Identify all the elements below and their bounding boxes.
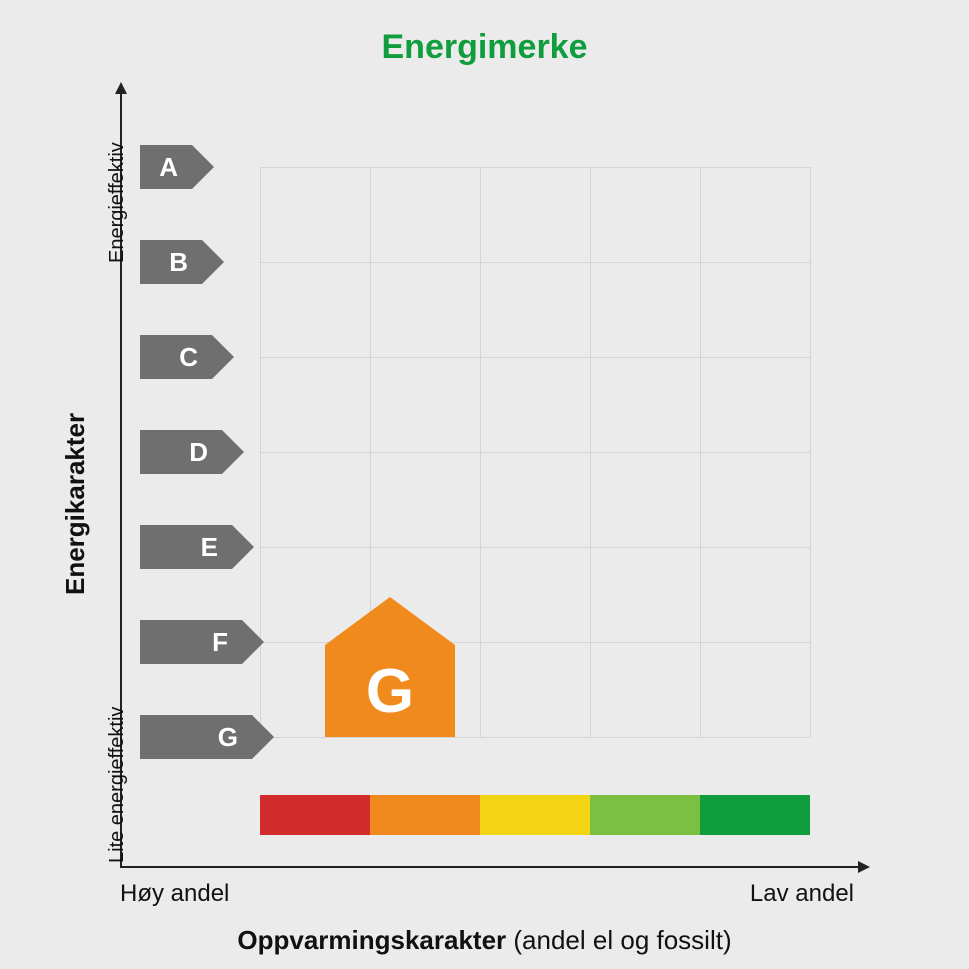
chart-title: Energimerke	[0, 28, 969, 67]
grid-vline	[810, 167, 811, 737]
grade-tag-g: G	[140, 715, 252, 759]
house-roof-icon	[325, 597, 455, 645]
scale-segment-2	[480, 795, 590, 835]
grade-tag-d: D	[140, 430, 222, 474]
grade-tag-b: B	[140, 240, 202, 284]
x-axis-main-rest: (andel el og fossilt)	[506, 925, 731, 955]
x-axis-arrow-icon	[858, 861, 870, 873]
grade-tag-c: C	[140, 335, 212, 379]
y-axis-arrow-icon	[115, 82, 127, 94]
grade-tag-a: A	[140, 145, 192, 189]
x-axis-left-label: Høy andel	[120, 880, 229, 908]
y-axis-main-label: Energikarakter	[60, 413, 91, 595]
grade-tag-e: E	[140, 525, 232, 569]
y-axis-bottom-label: Lite energieffektiv	[106, 707, 129, 863]
grid-vline	[590, 167, 591, 737]
grid-hline	[260, 167, 810, 168]
x-axis-right-label: Lav andel	[750, 880, 854, 908]
grid-hline	[260, 737, 810, 738]
scale-segment-4	[700, 795, 810, 835]
x-axis-main-bold: Oppvarmingskarakter	[237, 925, 506, 955]
x-axis-main-label: Oppvarmingskarakter (andel el og fossilt…	[0, 925, 969, 956]
energy-rating-marker: G	[325, 597, 455, 737]
grid-hline	[260, 452, 810, 453]
grid-hline	[260, 357, 810, 358]
grid-vline	[700, 167, 701, 737]
energy-rating-letter: G	[325, 645, 455, 737]
grid-hline	[260, 547, 810, 548]
scale-segment-1	[370, 795, 480, 835]
scale-segment-3	[590, 795, 700, 835]
scale-segment-0	[260, 795, 370, 835]
grid-hline	[260, 262, 810, 263]
grid-vline	[480, 167, 481, 737]
heating-color-scale	[260, 795, 810, 835]
x-axis	[120, 866, 860, 868]
y-axis-top-label: Energieffektiv	[106, 142, 129, 263]
grade-tag-f: F	[140, 620, 242, 664]
